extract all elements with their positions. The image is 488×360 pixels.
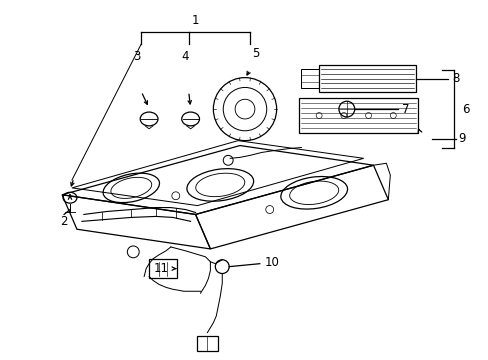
Text: 1: 1 (191, 14, 199, 27)
Bar (301, 69, 319, 89)
Bar (319, 65, 415, 93)
Bar (299, 98, 417, 133)
Text: 8: 8 (451, 72, 458, 85)
Text: 4: 4 (181, 50, 188, 63)
Bar (196, 336, 218, 351)
Text: 7: 7 (402, 103, 409, 116)
Text: 6: 6 (461, 103, 468, 116)
Text: 5: 5 (252, 48, 259, 60)
Text: 3: 3 (133, 50, 141, 63)
Text: 10: 10 (264, 256, 279, 269)
Text: 2: 2 (60, 215, 68, 228)
Text: 9: 9 (457, 132, 464, 145)
Bar (149, 259, 177, 278)
Text: 11: 11 (153, 262, 168, 275)
